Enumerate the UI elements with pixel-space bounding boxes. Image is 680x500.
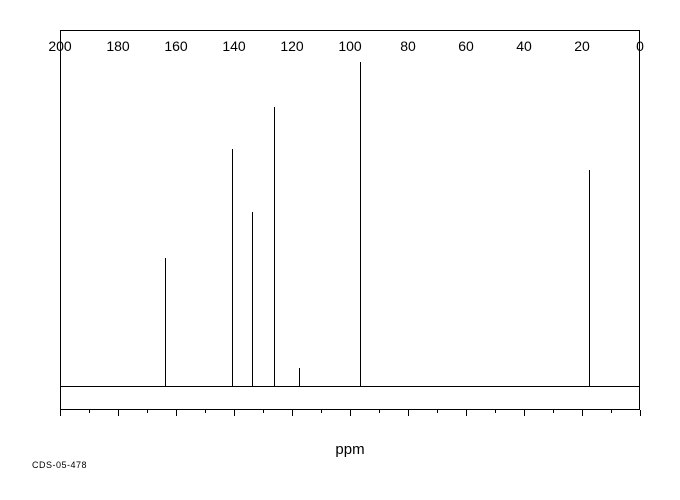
tick-label: 60: [458, 38, 474, 438]
footer-code: CDS-05-478: [32, 460, 87, 470]
tick-label: 200: [48, 38, 71, 438]
spectrum-chart: 200180160140120100806040200 ppm: [60, 30, 640, 410]
tick-minor: [437, 410, 438, 413]
tick-minor: [495, 410, 496, 413]
tick-label: 180: [106, 38, 129, 438]
peak: [252, 212, 253, 387]
tick-label: 140: [222, 38, 245, 438]
tick-label: 100: [338, 38, 361, 438]
tick-minor: [205, 410, 206, 413]
tick-label: 40: [516, 38, 532, 438]
x-axis-label: ppm: [335, 441, 364, 458]
peak: [274, 107, 275, 387]
tick-label: 120: [280, 38, 303, 438]
tick-minor: [321, 410, 322, 413]
tick-label: 160: [164, 38, 187, 438]
tick-label: 0: [636, 38, 644, 438]
tick-label: 80: [400, 38, 416, 438]
tick-minor: [89, 410, 90, 413]
tick-minor: [147, 410, 148, 413]
tick-minor: [611, 410, 612, 413]
tick-minor: [379, 410, 380, 413]
tick-minor: [553, 410, 554, 413]
tick-label: 20: [574, 38, 590, 438]
tick-minor: [263, 410, 264, 413]
